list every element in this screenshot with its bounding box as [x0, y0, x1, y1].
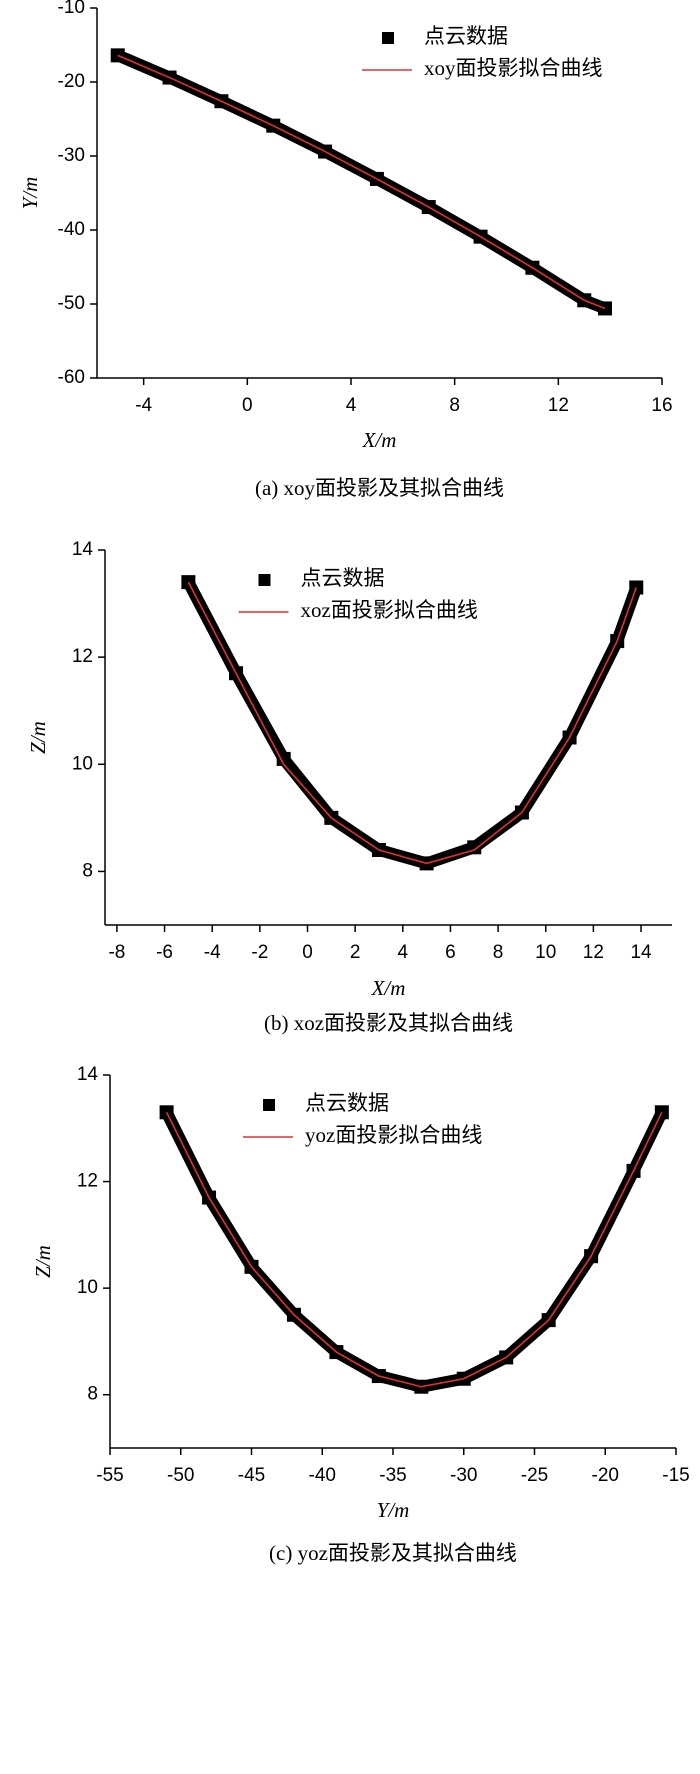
legend-marker: [382, 32, 394, 44]
caption: (c) yoz面投影及其拟合曲线: [269, 1541, 517, 1565]
point: [276, 751, 291, 766]
x-tick-label: 12: [583, 942, 604, 963]
x-tick-label: 16: [651, 395, 672, 416]
x-axis-label: Y/m: [377, 1498, 410, 1522]
y-tick-label: 12: [77, 1171, 98, 1192]
x-tick-label: 4: [346, 395, 357, 416]
x-tick-label: -50: [167, 1465, 194, 1486]
x-tick-label: -45: [238, 1465, 265, 1486]
x-tick-label: 14: [630, 942, 652, 963]
x-tick-label: -15: [662, 1465, 689, 1486]
x-tick-label: -40: [309, 1465, 336, 1486]
legend-label: 点云数据: [301, 566, 385, 590]
legend-marker: [263, 1099, 275, 1111]
x-axis-label: X/m: [362, 428, 397, 452]
caption: (a) xoy面投影及其拟合曲线: [255, 476, 504, 500]
legend-label: 点云数据: [424, 24, 508, 48]
x-tick-label: -6: [156, 942, 173, 963]
legend-label: xoy面投影拟合曲线: [424, 56, 603, 80]
x-tick-label: -35: [379, 1465, 406, 1486]
x-tick-label: -25: [521, 1465, 548, 1486]
legend-label: 点云数据: [305, 1091, 389, 1115]
x-tick-label: 10: [535, 942, 556, 963]
fit-curve: [165, 1111, 663, 1388]
fit-curve: [117, 54, 606, 310]
x-tick-label: -4: [135, 395, 152, 416]
x-tick-label: -4: [204, 942, 221, 963]
legend-label: xoz面投影拟合曲线: [301, 598, 478, 622]
point: [467, 840, 482, 855]
x-tick-label: 6: [445, 942, 456, 963]
y-tick-label: 12: [72, 646, 93, 667]
x-tick-label: -30: [450, 1465, 477, 1486]
x-tick-label: -2: [251, 942, 268, 963]
x-tick-label: 4: [398, 942, 409, 963]
y-tick-label: -50: [58, 293, 85, 314]
y-tick-label: -30: [58, 145, 85, 166]
y-tick-label: 10: [72, 753, 93, 774]
x-tick-label: 0: [242, 395, 253, 416]
x-tick-label: -55: [96, 1465, 123, 1486]
y-tick-label: 14: [77, 1064, 99, 1085]
y-tick-label: -10: [58, 0, 85, 18]
y-tick-label: 8: [82, 860, 93, 881]
y-tick-label: 14: [72, 539, 94, 560]
fit-curve: [187, 581, 638, 865]
y-axis-label: Y/m: [18, 177, 42, 210]
caption: (b) xoz面投影及其拟合曲线: [264, 1011, 513, 1035]
y-tick-label: -40: [58, 219, 85, 240]
legend-label: yoz面投影拟合曲线: [305, 1123, 482, 1147]
x-axis-label: X/m: [371, 976, 406, 1000]
y-axis-label: Z/m: [31, 1245, 55, 1278]
y-tick-label: -20: [58, 71, 85, 92]
x-tick-label: -20: [592, 1465, 619, 1486]
x-tick-label: 2: [350, 942, 361, 963]
x-tick-label: 8: [449, 395, 460, 416]
y-tick-label: -60: [58, 367, 85, 388]
y-axis-label: Z/m: [26, 721, 50, 754]
legend-marker: [258, 574, 271, 586]
x-tick-label: 0: [302, 942, 313, 963]
point-cloud-band: [183, 579, 642, 870]
y-tick-label: 10: [77, 1277, 98, 1298]
x-tick-label: 8: [493, 942, 504, 963]
y-tick-label: 8: [87, 1384, 98, 1405]
x-tick-label: -8: [108, 942, 125, 963]
x-tick-label: 12: [548, 395, 569, 416]
